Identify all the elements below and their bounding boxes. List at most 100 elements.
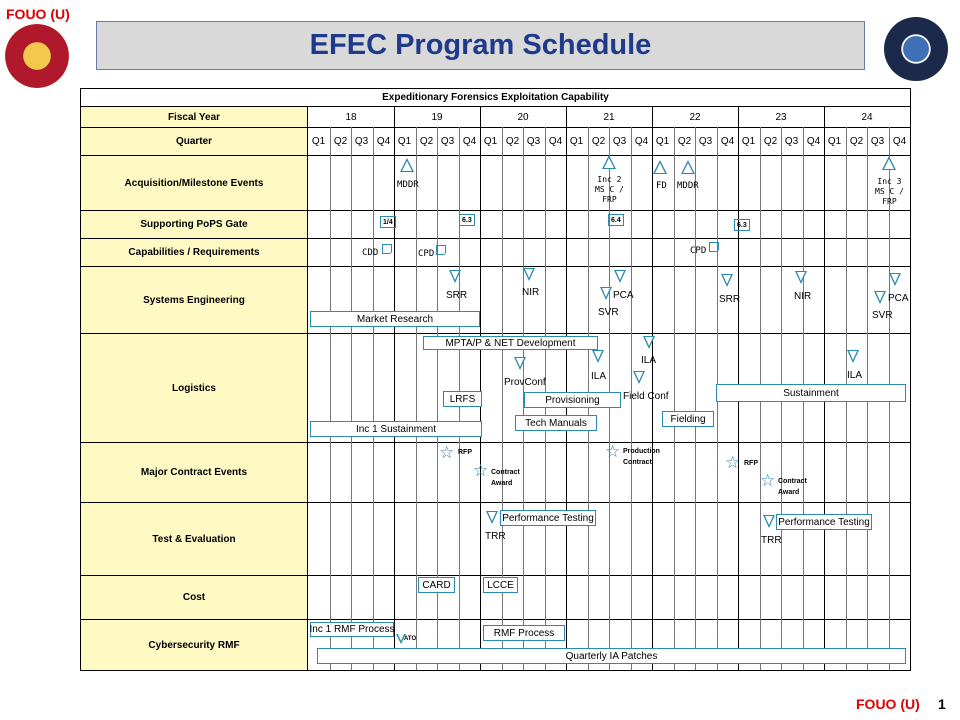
ila-marker bbox=[643, 336, 655, 349]
quarter-label: Q3 bbox=[354, 136, 369, 147]
pca-label: PCA bbox=[888, 293, 909, 304]
grid-line bbox=[437, 127, 438, 670]
systems-command-seal-logo bbox=[5, 24, 69, 88]
milestone-marker bbox=[882, 156, 896, 170]
tech-manuals-bar: Tech Manuals bbox=[515, 415, 597, 431]
quarter-label: Q3 bbox=[440, 136, 455, 147]
star-icon: ☆ bbox=[439, 443, 455, 462]
grid-line bbox=[81, 442, 911, 443]
quarter-label: Q1 bbox=[397, 136, 412, 147]
provconf-label: ProvConf bbox=[504, 377, 546, 388]
ila-label: ILA bbox=[641, 355, 657, 366]
document-icon bbox=[382, 244, 392, 254]
quarter-label: Q4 bbox=[376, 136, 391, 147]
document-icon bbox=[436, 245, 446, 255]
review-marker bbox=[614, 270, 626, 283]
quarter-label: Q2 bbox=[763, 136, 778, 147]
contract-award-label: Contract Award bbox=[778, 478, 807, 496]
review-marker bbox=[889, 273, 901, 286]
quarter-label: Q4 bbox=[720, 136, 735, 147]
rmf-process-bar: RMF Process bbox=[483, 625, 565, 641]
mpta-bar: MPTA/P & NET Development bbox=[423, 336, 598, 350]
card-bar: CARD bbox=[418, 577, 455, 593]
quarter-label: Q2 bbox=[419, 136, 434, 147]
rfp-label: RFP bbox=[744, 460, 758, 467]
quarter-label: Q1 bbox=[827, 136, 842, 147]
row-label-contract-events: Major Contract Events bbox=[81, 442, 307, 502]
cdd-label: CDD bbox=[362, 248, 379, 258]
grid-line bbox=[81, 155, 911, 156]
grid-line bbox=[523, 127, 524, 670]
grid-line bbox=[373, 127, 374, 670]
grid-line bbox=[695, 127, 696, 670]
row-label-logistics: Logistics bbox=[81, 333, 307, 442]
grid-line bbox=[81, 106, 911, 107]
market-research-bar: Market Research bbox=[310, 311, 480, 327]
ila-marker bbox=[592, 350, 604, 363]
inc2-ms-c-label: Inc 2 MS C / FRP bbox=[595, 175, 624, 204]
quarter-label: Q1 bbox=[655, 136, 670, 147]
nir-label: NIR bbox=[794, 291, 812, 302]
quarter-label: Quarter bbox=[81, 127, 307, 155]
fielding-bar: Fielding bbox=[662, 411, 714, 427]
grid-line bbox=[81, 333, 911, 334]
production-contract-label: Production Contract bbox=[623, 448, 660, 466]
row-label-capabilities: Capabilities / Requirements bbox=[81, 238, 307, 266]
mddr-label: MDDR bbox=[677, 181, 699, 191]
fouo-marking-bottom: FOUO (U) bbox=[856, 696, 920, 712]
fy-label: 22 bbox=[689, 112, 701, 123]
fy-label: 19 bbox=[431, 112, 443, 123]
quarter-label: Q3 bbox=[698, 136, 713, 147]
srr-label: SRR bbox=[719, 294, 741, 305]
ila-marker bbox=[847, 350, 859, 363]
grid-line bbox=[502, 127, 503, 670]
quarter-label: Q2 bbox=[677, 136, 692, 147]
title-banner: EFEC Program Schedule bbox=[96, 21, 865, 70]
quarter-label: Q1 bbox=[311, 136, 326, 147]
fiscal-year-label: Fiscal Year bbox=[81, 106, 307, 127]
page-number: 1 bbox=[938, 696, 946, 712]
quarter-label: Q3 bbox=[784, 136, 799, 147]
quarter-label: Q3 bbox=[526, 136, 541, 147]
trr-marker bbox=[486, 511, 498, 524]
page-title: EFEC Program Schedule bbox=[309, 29, 652, 61]
star-icon: ☆ bbox=[473, 461, 489, 480]
fd-label: FD bbox=[656, 181, 667, 191]
milestone-marker bbox=[400, 158, 414, 172]
pops-gate: 1/4 bbox=[380, 216, 396, 228]
grid-line bbox=[631, 127, 632, 670]
review-marker bbox=[600, 287, 612, 300]
pops-gate: 6.4 bbox=[608, 214, 624, 226]
pca-label: PCA bbox=[613, 290, 634, 301]
grid-line bbox=[480, 106, 481, 670]
chart-caption: Expeditionary Forensics Exploitation Cap… bbox=[382, 92, 609, 103]
quarter-label: Q4 bbox=[548, 136, 563, 147]
srr-label: SRR bbox=[446, 290, 468, 301]
row-label-pops-gate: Supporting PoPS Gate bbox=[81, 210, 307, 238]
ila-label: ILA bbox=[847, 370, 863, 381]
quarter-label: Q2 bbox=[591, 136, 606, 147]
row-label-acquisition: Acquisition/Milestone Events bbox=[81, 155, 307, 210]
cpd-label: CPD bbox=[690, 246, 707, 256]
inc1-sustainment-bar: Inc 1 Sustainment bbox=[310, 421, 482, 437]
review-marker bbox=[795, 271, 807, 284]
quarter-label: Q2 bbox=[333, 136, 348, 147]
grid-line bbox=[652, 106, 653, 670]
grid-line bbox=[81, 619, 911, 620]
program-office-seal-logo bbox=[884, 17, 948, 81]
ato-marker bbox=[396, 632, 406, 644]
review-marker bbox=[449, 270, 461, 283]
review-marker bbox=[874, 291, 886, 304]
document-icon bbox=[709, 242, 719, 252]
grid-line bbox=[81, 266, 911, 267]
performance-testing-bar: Performance Testing bbox=[500, 510, 596, 526]
quarter-label: Q4 bbox=[634, 136, 649, 147]
rfp-label: RFP bbox=[458, 449, 472, 456]
conference-marker bbox=[633, 371, 645, 384]
quarterly-ia-patches-bar: Quarterly IA Patches bbox=[317, 648, 906, 664]
fy-label: 18 bbox=[345, 112, 357, 123]
row-label-systems-engineering: Systems Engineering bbox=[81, 266, 307, 333]
grid-line bbox=[81, 127, 911, 128]
svr-label: SVR bbox=[872, 310, 893, 321]
lcce-bar: LCCE bbox=[483, 577, 518, 593]
